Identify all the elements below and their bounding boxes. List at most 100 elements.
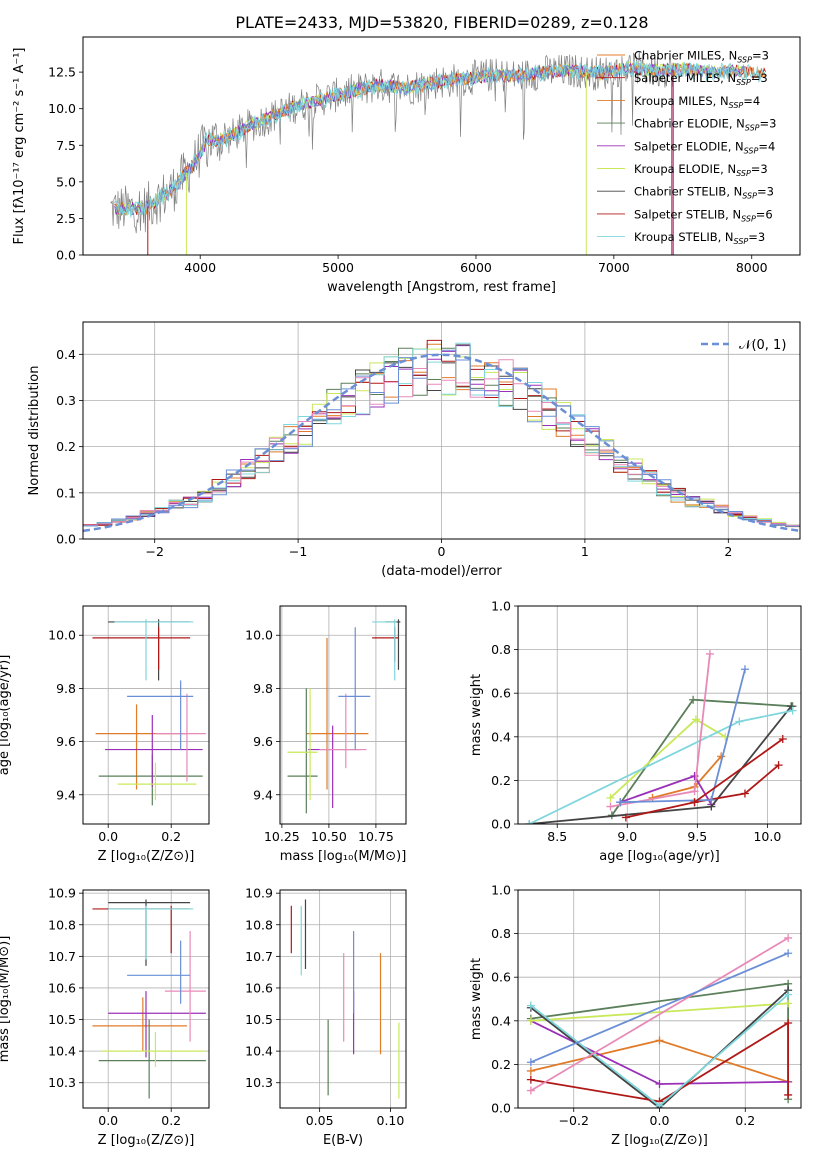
y-tick-label: 5.0 <box>56 174 76 189</box>
plot-area-age_vs_mass <box>287 619 401 814</box>
y-tick-label: 0.6 <box>491 686 511 701</box>
y-tick-label: 10.7 <box>48 949 76 964</box>
x-tick-label: 6000 <box>460 260 492 275</box>
axes-frame <box>82 605 210 825</box>
y-tick-label: 9.8 <box>56 681 76 696</box>
axes-frame <box>82 889 210 1109</box>
model-spectrum-cyan <box>114 60 766 218</box>
y-axis-label: mass weight <box>469 674 484 756</box>
normal-curve <box>83 353 800 533</box>
x-tick-label: 0.2 <box>161 1113 181 1128</box>
weight-line <box>530 1002 789 1022</box>
weight-marker <box>526 1075 535 1084</box>
y-tick-label: 10.5 <box>48 1012 76 1027</box>
x-tick-label: −2 <box>145 544 163 559</box>
x-axis-label: Z [log₁₀(Z/Z⊙)] <box>98 1133 195 1148</box>
y-tick-label: 1.0 <box>491 599 511 614</box>
x-tick-label: 0.10 <box>377 1113 405 1128</box>
weight-marker <box>616 798 625 807</box>
y-tick-label: 0.4 <box>56 347 76 362</box>
legend-label: Kroupa ELODIE, NSSP=3 <box>634 162 768 178</box>
x-tick-label: 8000 <box>736 260 768 275</box>
y-tick-label: 0.0 <box>56 248 76 263</box>
y-tick-label: 0.3 <box>56 393 76 408</box>
legend-label: Salpeter MILES, NSSP=3 <box>634 71 768 87</box>
y-tick-label: 10.0 <box>48 101 76 116</box>
plot-area-spectrum <box>110 51 766 255</box>
axes-frame <box>82 36 801 256</box>
x-tick-label: 4000 <box>184 260 216 275</box>
x-tick-label: 5000 <box>322 260 354 275</box>
weight-marker <box>526 1086 535 1095</box>
weight-marker <box>784 990 793 999</box>
legend-label: Chabrier ELODIE, NSSP=3 <box>634 117 776 133</box>
y-tick-label: 10.4 <box>245 1044 273 1059</box>
x-tick-label: 0.0 <box>98 1113 118 1128</box>
plot-area-mass_weight_vs_Z <box>526 933 793 1108</box>
weight-marker <box>655 1101 664 1108</box>
axes-residuals: −2 −1 0 1 2 0.0 0.1 0.2 0.3 0.4 (data-model)/error… <box>27 321 801 579</box>
y-axis-label: Flux [fλ10⁻¹⁷ erg cm⁻² s⁻¹ A⁻¹] <box>12 48 27 245</box>
y-tick-label: 10.0 <box>245 628 273 643</box>
legend-label: Salpeter STELIB, NSSP=6 <box>634 207 773 223</box>
weight-marker <box>788 706 797 715</box>
axes-frame <box>279 889 407 1109</box>
weight-line <box>528 709 793 824</box>
x-axis-label: Z [log₁₀(Z/Z⊙)] <box>611 1133 708 1148</box>
plot-area-mass_vs_ebv <box>290 899 400 1099</box>
plot-area-residuals <box>83 339 800 533</box>
x-axis-label: mass [log₁₀(M/M⊙)] <box>280 849 407 864</box>
x-tick-label: 9.5 <box>687 829 707 844</box>
y-axis-label: age [log₁₀(age/yr)] <box>0 655 12 776</box>
axes-frame <box>517 889 802 1109</box>
weight-marker <box>655 1036 664 1045</box>
legend-label: Kroupa STELIB, NSSP=3 <box>634 230 765 246</box>
observed-spectrum <box>110 51 676 234</box>
weight-marker <box>690 772 699 781</box>
legend-label: Salpeter ELODIE, NSSP=4 <box>634 139 775 155</box>
weight-marker <box>707 796 716 805</box>
weight-marker <box>740 789 749 798</box>
x-tick-label: 0.0 <box>98 829 118 844</box>
y-tick-label: 10.3 <box>245 1075 273 1090</box>
x-axis-label: age [log₁₀(age/yr)] <box>599 849 720 864</box>
y-tick-label: 0.1 <box>56 485 76 500</box>
weight-marker <box>705 649 714 658</box>
x-axis-label: Z [log₁₀(Z/Z⊙)] <box>98 849 195 864</box>
x-tick-label: −0.2 <box>559 1113 589 1128</box>
axes-age_vs_mass: 10.25 10.50 10.75 9.4 9.6 9.8 10.0 mass [log₁₀(… <box>245 605 407 864</box>
weight-line <box>625 764 780 819</box>
y-tick-label: 10.3 <box>48 1075 76 1090</box>
y-tick-label: 10.7 <box>245 949 273 964</box>
weight-marker <box>784 1018 793 1027</box>
y-tick-label: 9.4 <box>253 787 273 802</box>
axes-spectrum: 4000 5000 6000 7000 8000 0.0 2.5 5.0 7.5 10.0 12.5… <box>12 36 801 295</box>
weight-marker <box>655 1080 664 1089</box>
y-tick-label: 12.5 <box>48 65 76 80</box>
y-tick-label: 10.4 <box>48 1044 76 1059</box>
axes-mass_weight_vs_Z: −0.2 0.0 0.2 0.0 0.2 0.4 0.6 0.8 1.0 Z [log₁₀(Z/Z… <box>469 883 802 1148</box>
y-tick-label: 0.8 <box>491 642 511 657</box>
weight-line <box>620 668 746 804</box>
y-tick-label: 10.9 <box>48 886 76 901</box>
weight-marker <box>787 702 796 711</box>
x-tick-label: 10.75 <box>358 829 394 844</box>
axes-frame <box>279 605 407 825</box>
weight-marker <box>690 798 699 807</box>
y-tick-label: 0.0 <box>56 532 76 547</box>
x-tick-label: 10.0 <box>753 829 781 844</box>
y-axis-label: Normed distribution <box>27 366 42 496</box>
y-tick-label: 10.6 <box>48 980 76 995</box>
y-tick-label: 10.9 <box>245 886 273 901</box>
weight-marker <box>690 787 699 796</box>
x-tick-label: 0.2 <box>735 1113 755 1128</box>
y-tick-label: 10.8 <box>48 917 76 932</box>
y-tick-label: 0.4 <box>491 1013 511 1028</box>
spectrum-legend: Chabrier MILES, NSSP=3 Salpeter MILES, NS… <box>597 49 776 246</box>
y-axis-label: mass weight <box>469 958 484 1040</box>
x-tick-label: 1 <box>581 544 589 559</box>
x-axis-label: E(B-V) <box>323 1133 363 1148</box>
weight-marker <box>525 820 534 824</box>
y-tick-label: 9.6 <box>56 734 76 749</box>
